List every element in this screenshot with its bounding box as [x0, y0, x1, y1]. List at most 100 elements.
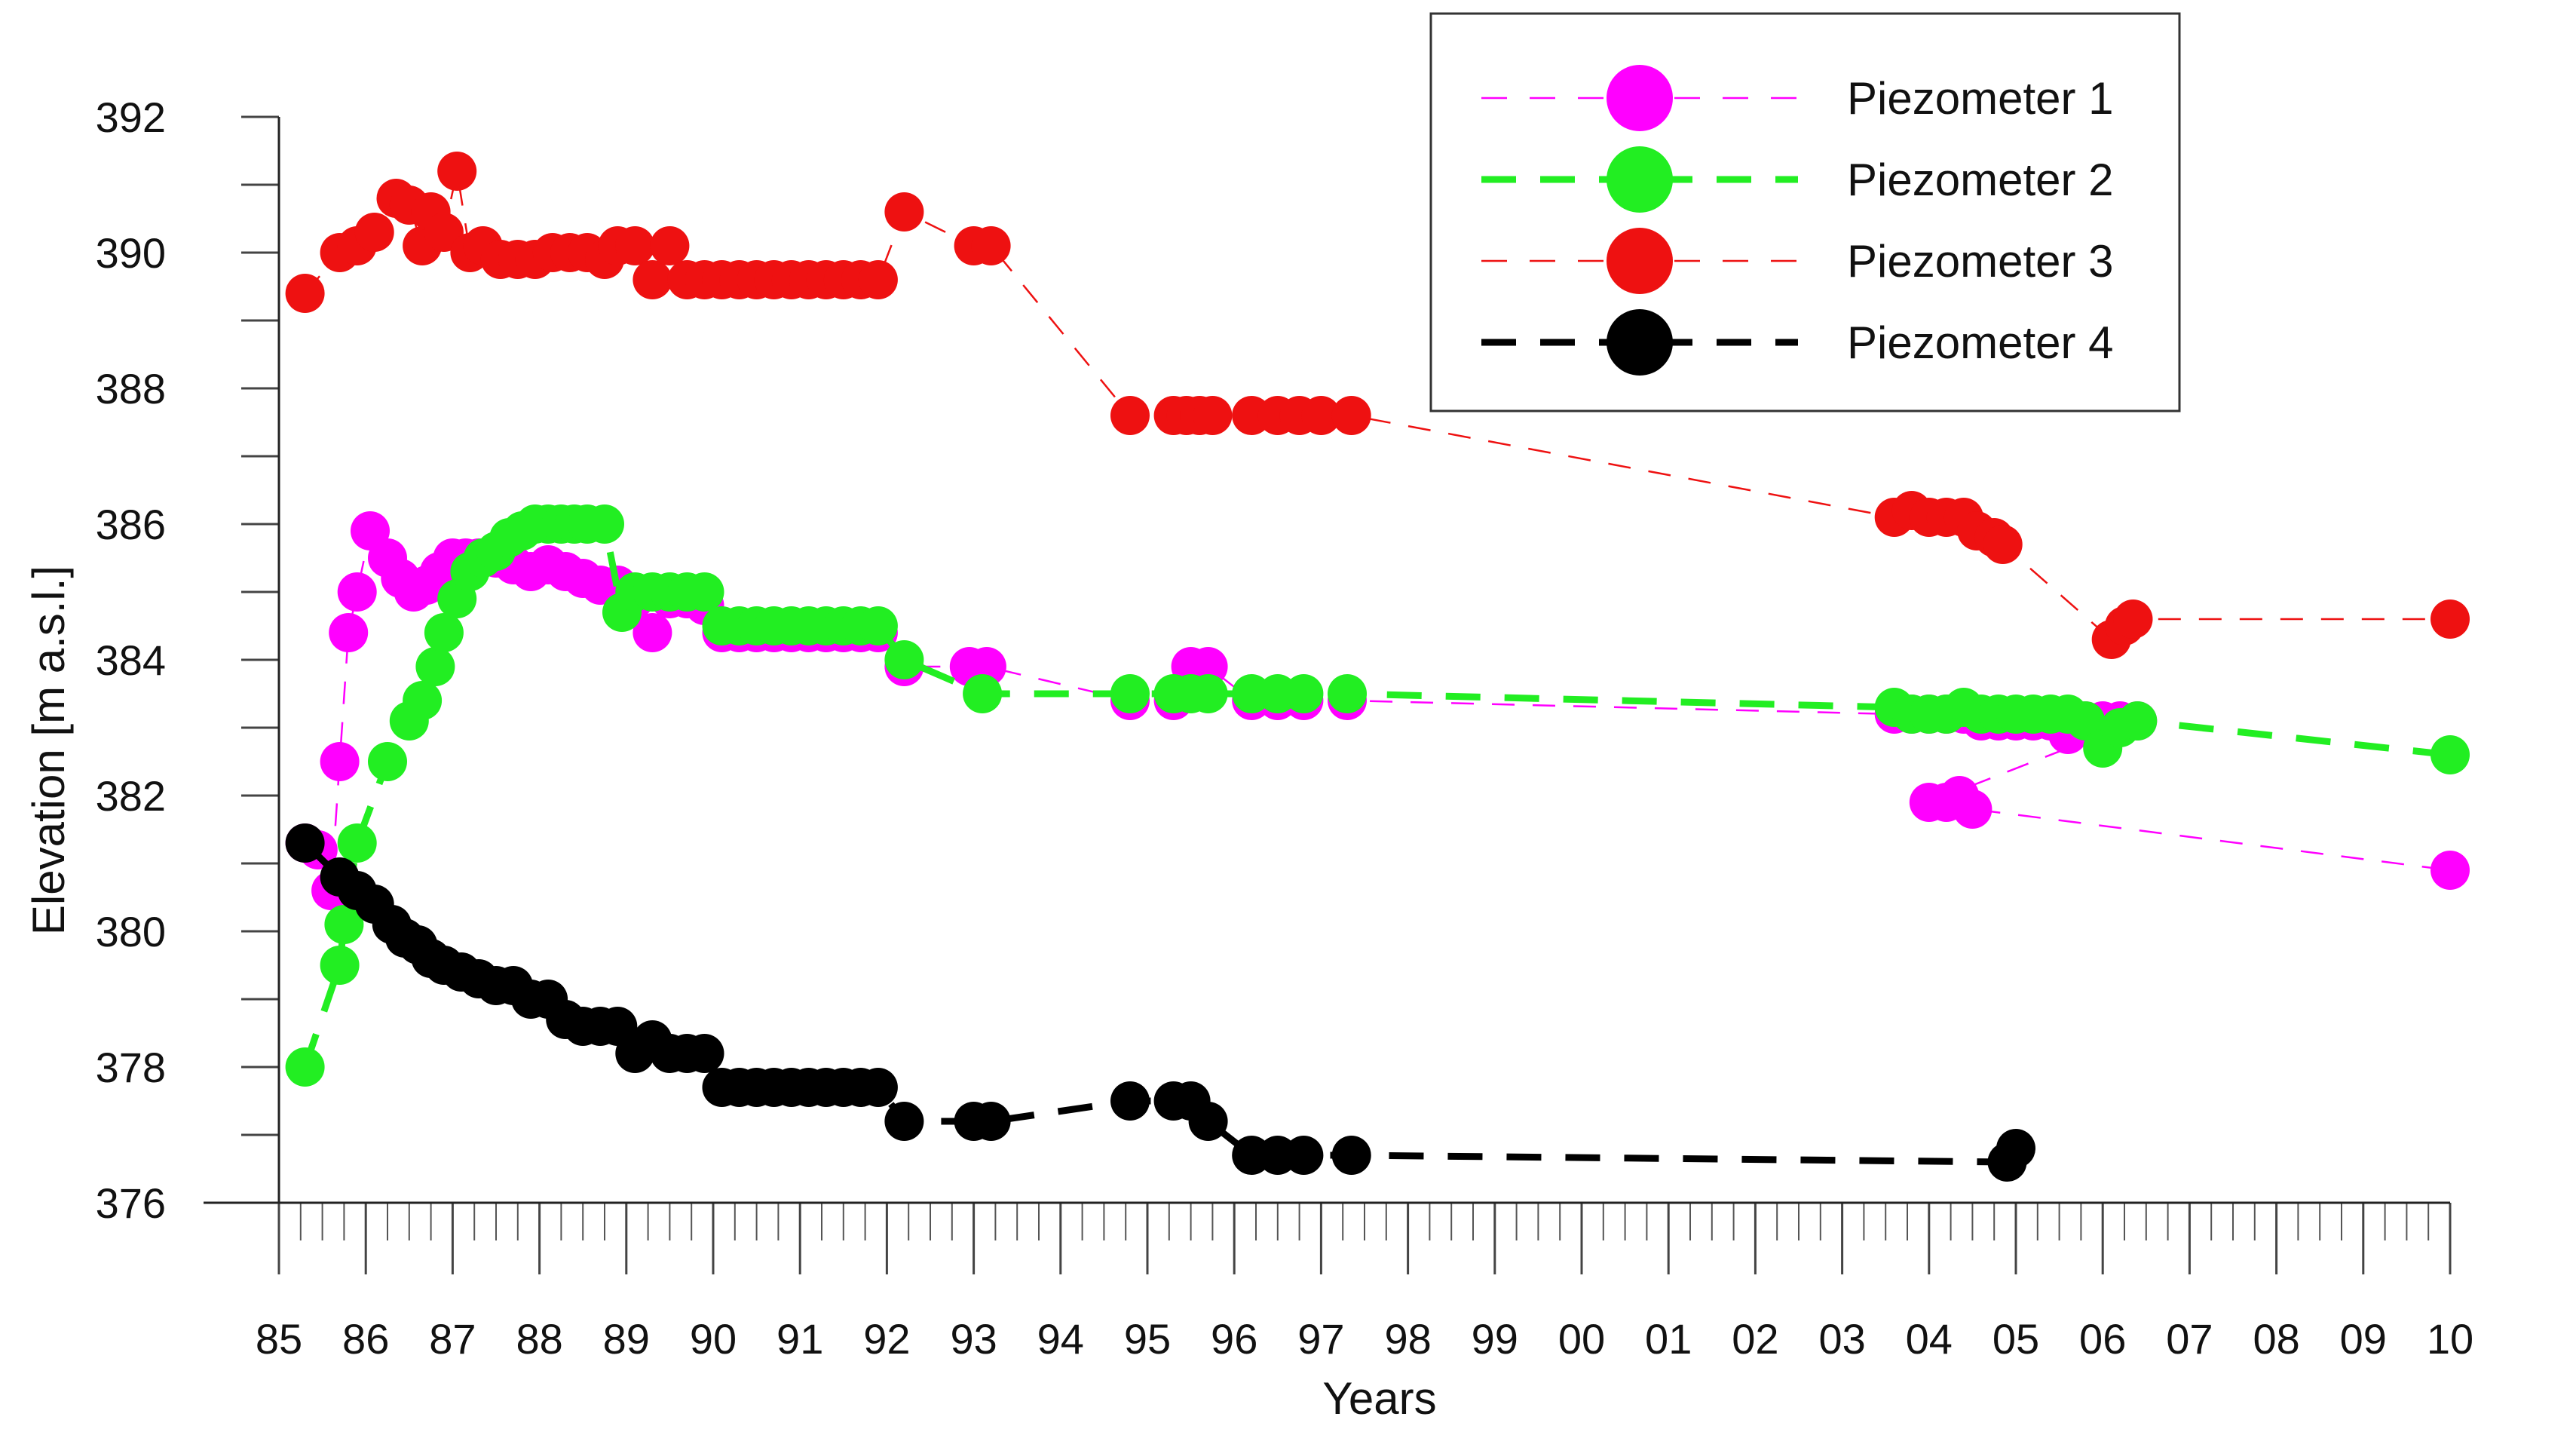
x-tick-label: 92 [863, 1315, 910, 1363]
x-tick-label: 04 [1906, 1315, 1953, 1363]
x-tick-label: 91 [776, 1315, 823, 1363]
x-tick-label: 01 [1645, 1315, 1692, 1363]
x-axis-title: Years [1322, 1373, 1436, 1424]
data-point [2113, 599, 2153, 639]
data-point [858, 606, 898, 645]
data-point [2431, 851, 2470, 890]
data-point [1110, 1081, 1150, 1121]
data-point [585, 504, 624, 544]
x-tick-label: 89 [603, 1315, 650, 1363]
legend-entry: Piezometer 3 [1481, 228, 2114, 294]
data-point [884, 1102, 924, 1141]
legend-label: Piezometer 1 [1847, 73, 2114, 124]
data-point [1110, 396, 1150, 435]
data-point [685, 1034, 724, 1073]
x-tick-label: 95 [1124, 1315, 1171, 1363]
legend-label: Piezometer 3 [1847, 236, 2114, 287]
y-tick-label: 380 [96, 908, 166, 955]
legend-entries: Piezometer 1 Piezometer 2 Piezometer 3 Piez… [1481, 65, 2114, 376]
legend-entry: Piezometer 1 [1481, 65, 2114, 131]
data-point [437, 152, 477, 191]
y-tick-label: 390 [96, 229, 166, 277]
tick-labels: 376 378 380 382 384 386 388 390 392 85 86 87 88 89 90 9… [96, 94, 2474, 1363]
data-point [1301, 396, 1341, 435]
x-tick-label: 96 [1211, 1315, 1257, 1363]
data-point [858, 260, 898, 299]
legend-marker [1607, 309, 1673, 376]
tick-layer [241, 115, 2452, 1274]
data-point [685, 572, 724, 612]
data-point [1331, 396, 1371, 435]
series-piezometer-3 [285, 152, 2470, 659]
x-tick-label: 97 [1297, 1315, 1344, 1363]
x-tick-label: 85 [256, 1315, 302, 1363]
y-tick-label: 388 [96, 365, 166, 412]
data-point [1188, 1102, 1228, 1141]
legend-entry: Piezometer 4 [1481, 309, 2114, 376]
data-point [285, 1047, 325, 1087]
data-point [1328, 674, 1367, 713]
x-tick-label: 03 [1818, 1315, 1865, 1363]
data-point [971, 226, 1011, 265]
data-point [2118, 701, 2158, 741]
data-point [285, 823, 325, 863]
data-point [1284, 674, 1324, 713]
data-point [424, 613, 464, 652]
legend-marker [1607, 228, 1673, 294]
data-point [1331, 1136, 1371, 1175]
data-point [2431, 735, 2470, 774]
data-point [337, 572, 377, 612]
data-point [320, 946, 360, 985]
data-point [1996, 1129, 2035, 1168]
data-point [633, 260, 672, 299]
series-piezometer-2 [285, 504, 2470, 1087]
x-tick-label: 09 [2340, 1315, 2387, 1363]
x-tick-label: 05 [1992, 1315, 2039, 1363]
x-tick-label: 94 [1037, 1315, 1084, 1363]
data-point [1188, 674, 1228, 713]
x-tick-label: 00 [1558, 1315, 1605, 1363]
legend-label: Piezometer 4 [1847, 317, 2114, 368]
data-point [403, 681, 443, 720]
x-tick-label: 90 [690, 1315, 737, 1363]
y-tick-label: 376 [96, 1179, 166, 1227]
data-point [320, 742, 360, 781]
data-point [971, 1102, 1011, 1141]
legend: Piezometer 1 Piezometer 2 Piezometer 3 Piez… [1429, 12, 2181, 412]
y-tick-label: 384 [96, 636, 166, 684]
x-tick-label: 08 [2253, 1315, 2299, 1363]
data-point [415, 647, 455, 686]
data-point [650, 226, 690, 265]
series-piezometer-4 [285, 823, 2035, 1182]
data-point [354, 213, 394, 252]
data-point [1110, 674, 1150, 713]
data-point [858, 1068, 898, 1107]
axes-layer [204, 117, 2450, 1204]
x-tick-label: 07 [2166, 1315, 2213, 1363]
data-point [1953, 790, 1992, 829]
x-tick-label: 06 [2079, 1315, 2126, 1363]
data-point [963, 674, 1003, 713]
x-tick-label: 99 [1472, 1315, 1518, 1363]
data-point [615, 226, 655, 265]
data-point [884, 640, 924, 679]
x-tick-label: 98 [1384, 1315, 1431, 1363]
x-tick-label: 88 [516, 1315, 562, 1363]
data-point [285, 274, 325, 313]
data-point [324, 905, 364, 944]
y-tick-label: 382 [96, 772, 166, 820]
data-point [1284, 1136, 1324, 1175]
y-tick-label: 392 [96, 94, 166, 141]
legend-label: Piezometer 2 [1847, 155, 2114, 205]
x-tick-label: 87 [429, 1315, 476, 1363]
x-tick-label: 93 [950, 1315, 997, 1363]
legend-marker [1607, 146, 1673, 213]
data-point [633, 613, 672, 652]
x-tick-label: 02 [1732, 1315, 1778, 1363]
x-tick-label: 86 [342, 1315, 389, 1363]
data-point [1983, 525, 2023, 564]
y-tick-label: 386 [96, 501, 166, 548]
data-point [884, 192, 924, 232]
